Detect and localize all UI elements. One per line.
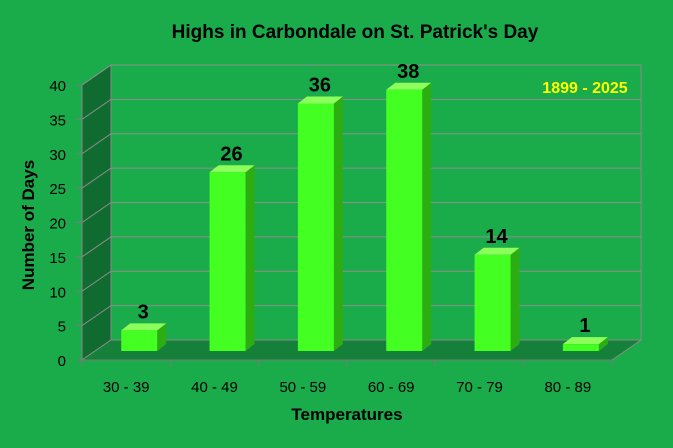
gridline — [81, 236, 641, 258]
y-tick-label: 0 — [58, 353, 66, 370]
x-axis-title: Temperatures — [291, 405, 402, 424]
bar-side — [157, 323, 167, 351]
data-label: 36 — [309, 75, 331, 97]
x-tick-label: 40 - 49 — [191, 379, 238, 396]
gridline — [81, 64, 641, 86]
bar-side — [333, 96, 343, 351]
data-label: 3 — [138, 301, 149, 323]
bar — [386, 89, 423, 351]
gridline — [81, 270, 641, 292]
bar-side — [598, 337, 608, 351]
x-tick-label: 30 - 39 — [103, 379, 150, 396]
y-axis-title: Number of Days — [19, 160, 38, 290]
year-range-annotation: 1899 - 2025 — [542, 80, 628, 97]
x-tick-label: 50 - 59 — [279, 379, 326, 396]
bar — [474, 254, 511, 351]
bar — [209, 172, 246, 351]
y-tick-label: 35 — [49, 112, 66, 129]
plot-area: 0 5 10 15 20 25 30 35 40 3 30 - 39 26 40 - 49 36 50 - … — [49, 61, 643, 396]
gridline — [81, 98, 641, 120]
bar-side — [245, 165, 255, 351]
y-tick-label: 10 — [49, 284, 66, 301]
bar — [297, 103, 334, 351]
bar-top — [386, 82, 432, 90]
x-tick-label: 70 - 79 — [456, 379, 503, 396]
gridline — [81, 202, 641, 223]
y-tick-label: 15 — [49, 250, 66, 267]
bar-side — [422, 82, 432, 351]
bar — [562, 344, 599, 351]
data-label: 1 — [579, 315, 590, 337]
y-tick-label: 40 — [49, 78, 66, 95]
y-tick-label: 20 — [49, 216, 66, 233]
bar-side — [510, 247, 520, 351]
bar-top — [562, 337, 608, 345]
chart-title: Highs in Carbondale on St. Patrick's Day — [172, 22, 539, 43]
y-tick-label: 5 — [58, 319, 66, 336]
bar-top — [121, 323, 167, 331]
x-tick-label: 80 - 89 — [544, 379, 591, 396]
y-tick-label: 30 — [49, 147, 66, 164]
bar-top — [474, 247, 520, 255]
data-label: 38 — [397, 61, 419, 83]
bar-top — [209, 165, 255, 173]
y-tick-label: 25 — [49, 181, 66, 198]
gridline — [81, 305, 641, 327]
data-label: 14 — [485, 226, 508, 248]
bar — [121, 330, 158, 351]
bar-top — [297, 96, 343, 104]
x-tick-label: 60 - 69 — [368, 379, 415, 396]
gridline — [81, 167, 641, 189]
data-label: 26 — [220, 143, 242, 165]
gridline — [81, 133, 641, 155]
